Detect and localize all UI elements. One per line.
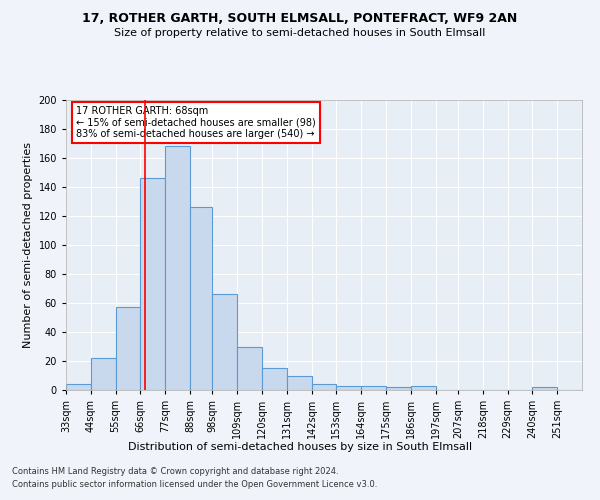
Bar bbox=[212, 294, 237, 390]
Bar bbox=[287, 376, 311, 390]
Bar bbox=[311, 384, 337, 390]
Text: 17, ROTHER GARTH, SOUTH ELMSALL, PONTEFRACT, WF9 2AN: 17, ROTHER GARTH, SOUTH ELMSALL, PONTEFR… bbox=[82, 12, 518, 26]
Bar bbox=[262, 368, 287, 390]
Text: Contains public sector information licensed under the Open Government Licence v3: Contains public sector information licen… bbox=[12, 480, 377, 489]
Bar bbox=[165, 146, 190, 390]
Bar bbox=[532, 387, 557, 390]
Bar bbox=[66, 384, 91, 390]
Text: Size of property relative to semi-detached houses in South Elmsall: Size of property relative to semi-detach… bbox=[115, 28, 485, 38]
Bar bbox=[337, 386, 361, 390]
Bar bbox=[140, 178, 165, 390]
Text: Contains HM Land Registry data © Crown copyright and database right 2024.: Contains HM Land Registry data © Crown c… bbox=[12, 468, 338, 476]
Bar bbox=[411, 386, 436, 390]
Bar bbox=[237, 346, 262, 390]
Bar bbox=[91, 358, 116, 390]
Bar bbox=[386, 387, 411, 390]
Y-axis label: Number of semi-detached properties: Number of semi-detached properties bbox=[23, 142, 33, 348]
Bar bbox=[116, 308, 140, 390]
Bar bbox=[361, 386, 386, 390]
Text: 17 ROTHER GARTH: 68sqm
← 15% of semi-detached houses are smaller (98)
83% of sem: 17 ROTHER GARTH: 68sqm ← 15% of semi-det… bbox=[76, 106, 316, 139]
Bar bbox=[190, 208, 212, 390]
Text: Distribution of semi-detached houses by size in South Elmsall: Distribution of semi-detached houses by … bbox=[128, 442, 472, 452]
